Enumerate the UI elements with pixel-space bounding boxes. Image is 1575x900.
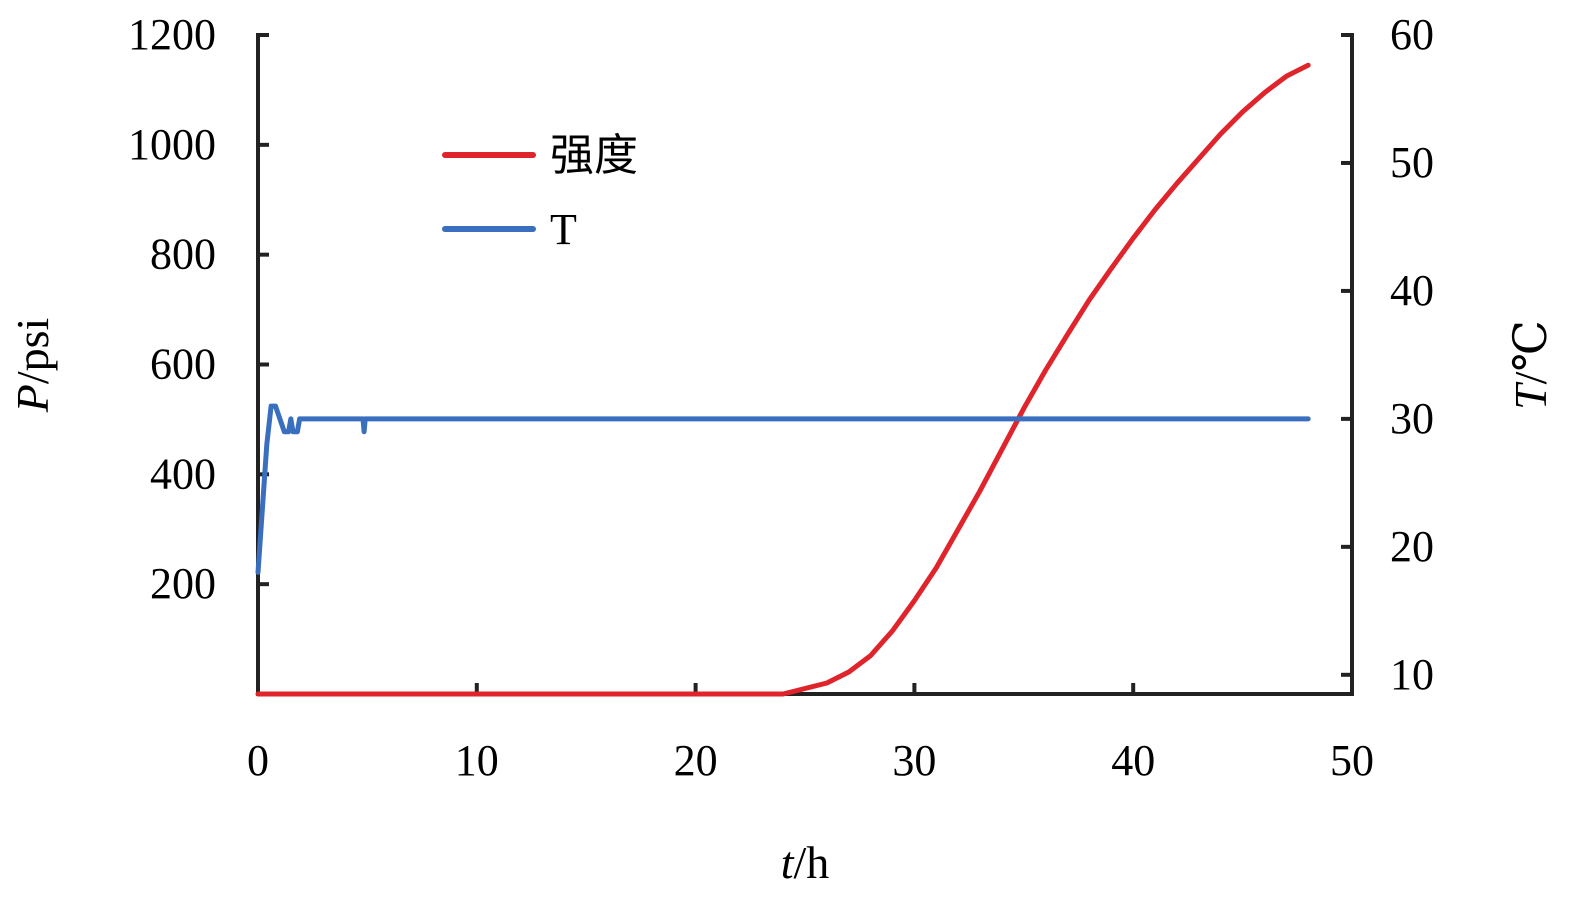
right-y-axis-unit: /℃ <box>1505 320 1556 384</box>
right-y-tick-label: 40 <box>1390 266 1434 315</box>
series-line-temperature <box>255 403 1311 575</box>
left-y-tick-label: 400 <box>150 449 216 498</box>
x-tick-label: 10 <box>455 736 499 785</box>
left-y-tick-label: 1000 <box>128 120 216 169</box>
right-y-tick-label: 60 <box>1390 10 1434 59</box>
ticks: 0 10 20 30 40 50 200 400 600 800 1000 1200 10 20 30 40 5… <box>128 10 1434 785</box>
legend: 强度 T <box>442 131 638 254</box>
x-axis-title: t/h <box>781 837 830 888</box>
x-tick-label: 0 <box>247 736 269 785</box>
x-tick-label: 40 <box>1111 736 1155 785</box>
legend-label-temperature: T <box>550 205 577 254</box>
x-tick-label: 30 <box>892 736 936 785</box>
left-y-tick-label: 800 <box>150 230 216 279</box>
right-y-axis-var: T <box>1505 381 1556 410</box>
left-y-axis-unit: /psi <box>7 318 58 384</box>
left-y-tick-label: 600 <box>150 340 216 389</box>
right-y-tick-label: 30 <box>1390 394 1434 443</box>
right-y-tick-label: 50 <box>1390 138 1434 187</box>
left-y-axis-title: P/psi <box>7 318 58 414</box>
right-y-tick-label: 10 <box>1390 650 1434 699</box>
series-line-strength <box>255 62 1311 697</box>
x-tick-label: 50 <box>1330 736 1374 785</box>
left-y-tick-label: 200 <box>150 559 216 608</box>
x-tick-label: 20 <box>674 736 718 785</box>
right-y-tick-label: 20 <box>1390 522 1434 571</box>
axes <box>256 33 1354 696</box>
legend-label-strength: 强度 <box>550 131 638 180</box>
left-y-axis-var: P <box>7 384 58 413</box>
left-y-tick-label: 1200 <box>128 10 216 59</box>
right-y-axis-title: T/℃ <box>1505 320 1556 410</box>
x-axis-var: t <box>781 837 795 888</box>
series-layer <box>255 62 1311 697</box>
x-axis-unit: /h <box>794 837 830 888</box>
